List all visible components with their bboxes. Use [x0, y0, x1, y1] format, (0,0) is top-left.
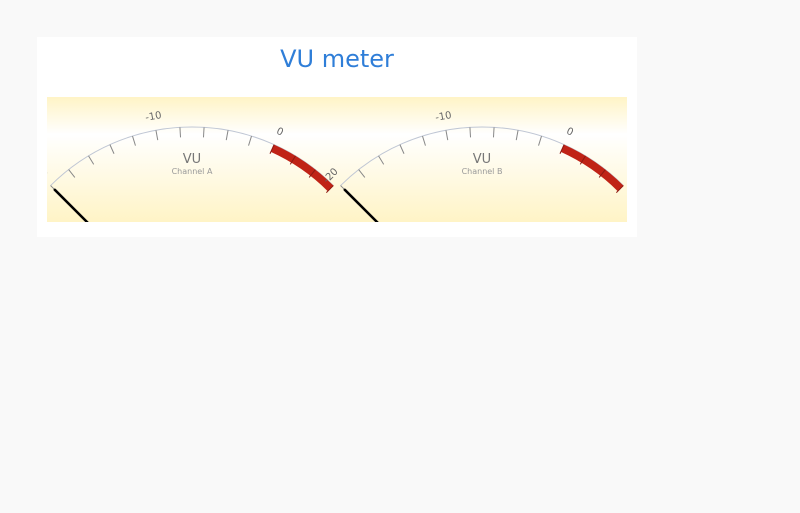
gauge-tick — [68, 169, 76, 178]
gauge-needle — [53, 188, 89, 222]
gauge-tick — [248, 135, 252, 146]
chart-title: VU meter — [280, 45, 394, 73]
gauge-tick — [422, 135, 426, 146]
tick-label: 0 — [274, 126, 284, 139]
channel-label: Channel A — [172, 167, 213, 176]
gauge-tick — [155, 130, 159, 141]
gauge-tick — [179, 127, 182, 138]
gauge-tick — [515, 130, 519, 141]
gauge-tick — [492, 127, 495, 138]
unit-label: VU — [473, 152, 491, 167]
gauge-tick — [132, 135, 136, 146]
gauge-tick — [378, 155, 385, 165]
gauge-tick — [325, 185, 334, 194]
gauge-tick — [109, 144, 115, 154]
gauge-tick — [269, 144, 275, 154]
gauge-needle — [343, 188, 379, 222]
red-zone-band — [270, 144, 334, 192]
gauge-tick — [225, 130, 229, 141]
gauge-tick — [559, 144, 565, 154]
channel-label: Channel B — [462, 167, 503, 176]
gauge-tick — [88, 155, 95, 165]
plot-background — [47, 97, 627, 222]
tick-label: -10 — [144, 110, 162, 124]
gauge-tick — [615, 185, 624, 194]
gauge-tick — [445, 130, 449, 141]
gauge-tick — [579, 155, 586, 165]
red-zone-band — [560, 144, 624, 192]
unit-label: VU — [183, 152, 201, 167]
gauge-tick — [469, 127, 472, 138]
gauge-tick — [308, 169, 316, 178]
gauge-tick — [289, 155, 296, 165]
gauge-tick — [598, 169, 606, 178]
tick-label: -10 — [434, 110, 452, 124]
gauge-tick — [399, 144, 405, 154]
gauge-tick — [202, 127, 205, 138]
gauge-tick — [358, 169, 366, 178]
gauge-tick — [538, 135, 542, 146]
tick-label: 0 — [564, 126, 574, 139]
